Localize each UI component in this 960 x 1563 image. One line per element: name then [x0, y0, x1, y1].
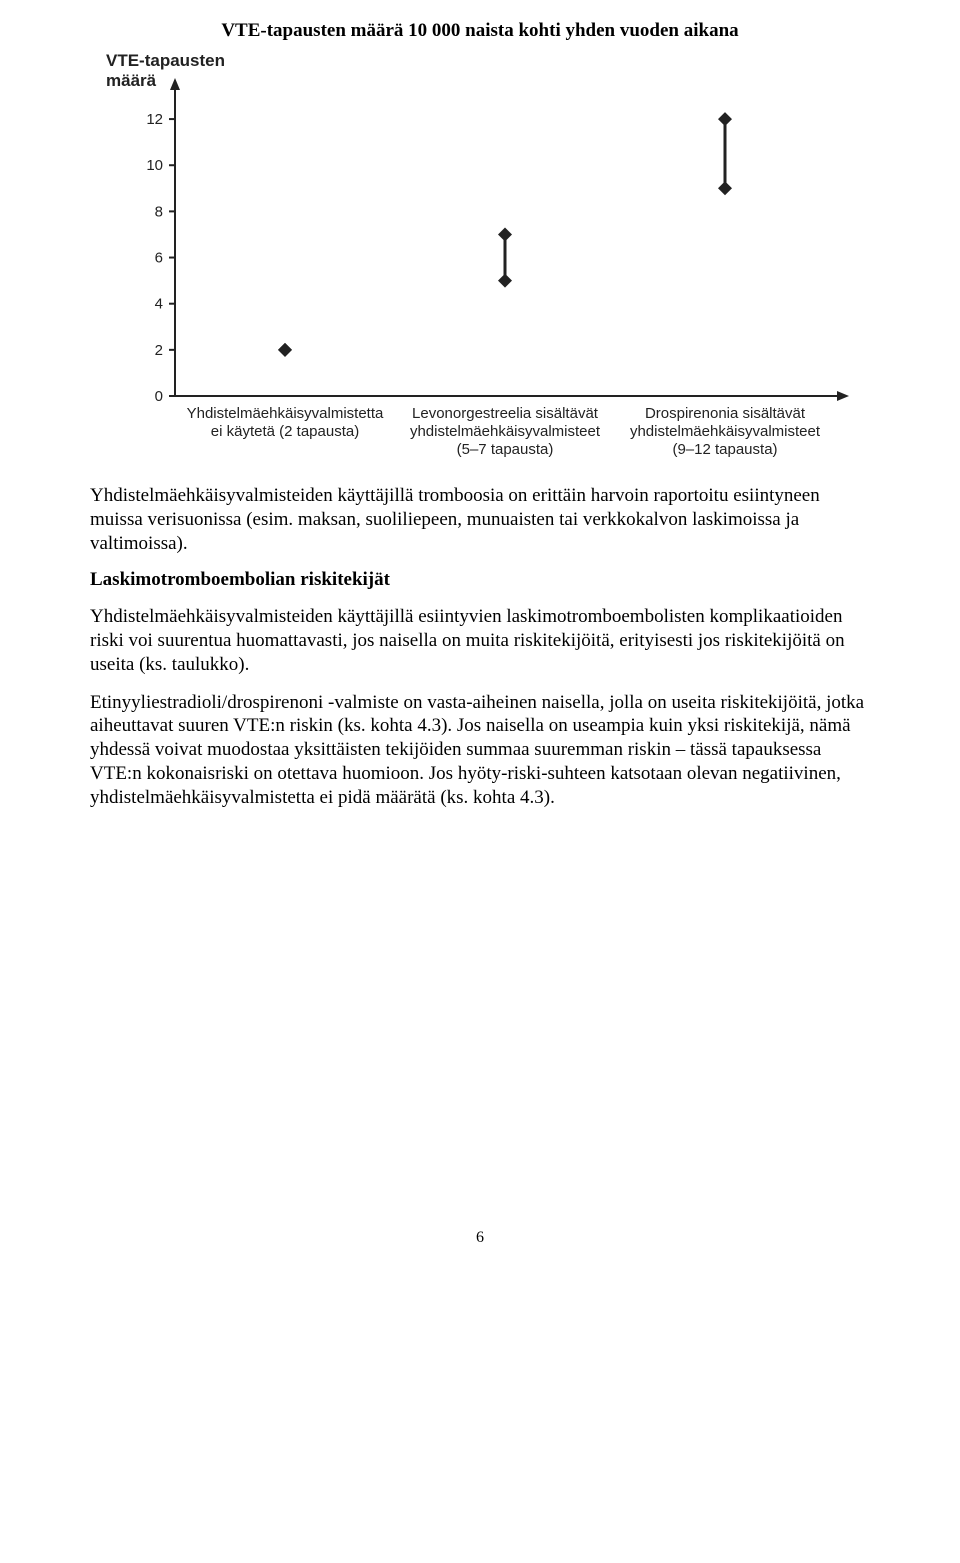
range-marker-low: [498, 274, 512, 288]
y-tick-label: 8: [155, 203, 163, 220]
page-number: 6: [90, 1229, 870, 1247]
category-label: (5–7 tapausta): [457, 441, 554, 458]
paragraph-3: Etinyyliestradioli/drospirenoni -valmist…: [90, 691, 870, 810]
category-label: yhdistelmäehkäisyvalmisteet: [410, 423, 601, 440]
y-tick-label: 2: [155, 342, 163, 359]
range-marker-low: [718, 181, 732, 195]
x-axis-arrow: [837, 391, 849, 401]
chart-container: VTE-tapaustenmäärä 0 2 4 6 8 10 12 Yhdistelmäehk…: [90, 46, 870, 466]
subheading-risk-factors: Laskimotromboembolian riskitekijät: [90, 569, 870, 591]
y-axis-arrow: [170, 78, 180, 90]
y-tick-label: 10: [146, 157, 163, 174]
paragraph-2: Yhdistelmäehkäisyvalmisteiden käyttäjill…: [90, 605, 870, 676]
category-label: ei käytetä (2 tapausta): [211, 423, 359, 440]
y-axis-title-line2: määrä: [106, 71, 157, 90]
range-marker-high: [278, 343, 292, 357]
category-label: (9–12 tapausta): [672, 441, 777, 458]
range-marker-high: [498, 227, 512, 241]
chart-title: VTE-tapausten määrä 10 000 naista kohti …: [90, 20, 870, 42]
category-label: Yhdistelmäehkäisyvalmistetta: [187, 405, 384, 422]
category-label: Levonorgestreelia sisältävät: [412, 405, 599, 422]
category-label: yhdistelmäehkäisyvalmisteet: [630, 423, 821, 440]
y-axis-title-line1: VTE-tapausten: [106, 51, 225, 70]
y-tick-label: 12: [146, 111, 163, 128]
y-tick-label: 6: [155, 250, 163, 267]
y-tick-label: 0: [155, 388, 163, 405]
vte-chart: VTE-tapaustenmäärä 0 2 4 6 8 10 12 Yhdistelmäehk…: [100, 46, 860, 466]
paragraph-1: Yhdistelmäehkäisyvalmisteiden käyttäjill…: [90, 484, 870, 555]
y-tick-label: 4: [155, 296, 163, 313]
range-marker-high: [718, 112, 732, 126]
category-label: Drospirenonia sisältävät: [645, 405, 806, 422]
